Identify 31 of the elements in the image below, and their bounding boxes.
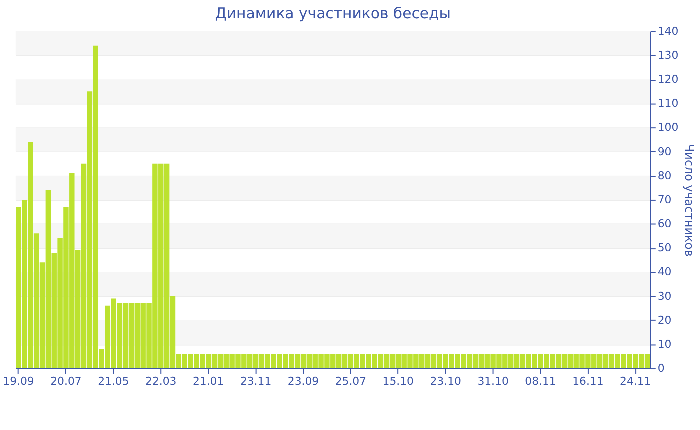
y-tick-label: 20 [658, 314, 672, 327]
x-tick-label: 16.11 [572, 374, 604, 388]
y-tick-label: 90 [658, 145, 672, 158]
y-tick-label: 30 [658, 290, 672, 303]
x-tick-label: 31.10 [478, 374, 509, 388]
x-tick-label: 23.11 [240, 374, 272, 388]
x-tick-label: 21.01 [192, 374, 224, 388]
x-tick-label: 25.07 [335, 374, 367, 388]
y-tick-label: 80 [658, 169, 672, 182]
y-tick-label: 100 [658, 121, 679, 134]
chart-title: Динамика участников беседы [215, 4, 452, 23]
x-tick-label: 23.09 [288, 374, 320, 388]
x-tick-label: 21.05 [98, 374, 130, 388]
y-tick-label: 0 [658, 362, 665, 375]
y-tick-label: 40 [658, 266, 672, 279]
y-tick-label: 110 [658, 97, 679, 110]
x-tick-label: 24.11 [620, 374, 652, 388]
y-axis-title: Число участников [682, 144, 697, 257]
x-tick-label: 15.10 [382, 374, 414, 388]
x-tick-label: 19.09 [3, 374, 34, 388]
x-tick-label: 20.07 [50, 374, 82, 388]
y-tick-label: 50 [658, 242, 672, 255]
y-tick-label: 60 [658, 218, 672, 231]
y-tick-label: 130 [658, 48, 679, 62]
y-tick-label: 120 [658, 73, 679, 86]
y-tick-label: 10 [658, 338, 672, 351]
x-tick-label: 08.11 [525, 374, 556, 388]
x-tick-label: 23.10 [430, 374, 462, 388]
y-tick-label: 140 [658, 24, 679, 38]
y-tick-label: 70 [658, 193, 672, 206]
x-tick-label: 22.03 [146, 374, 177, 388]
